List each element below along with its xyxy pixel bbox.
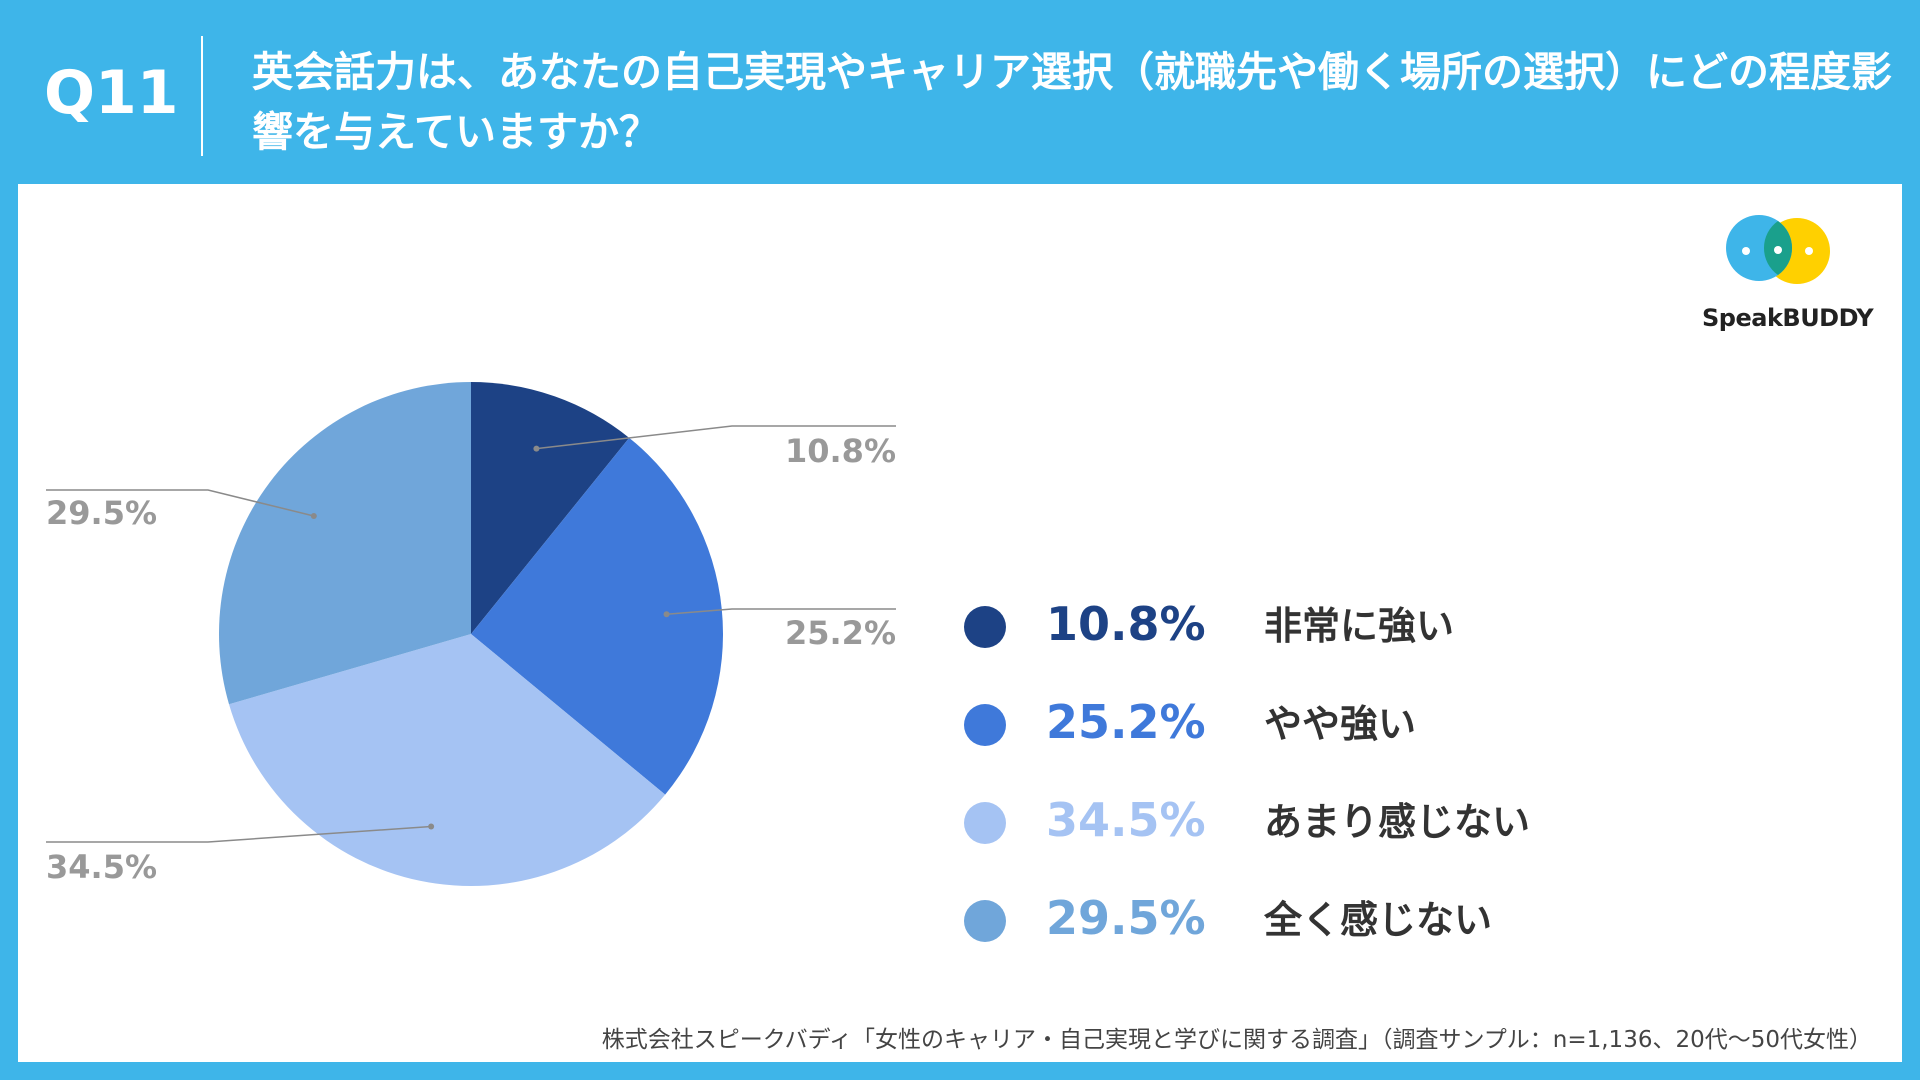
slice-data-label: 10.8% xyxy=(785,432,896,470)
legend-percent: 29.5% xyxy=(1046,891,1206,945)
header-divider xyxy=(201,36,203,156)
source-note: 株式会社スピークバディ「女性のキャリア・自己実現と学びに関する調査」（調査サンプ… xyxy=(601,1027,1872,1053)
pie-slice xyxy=(471,437,723,795)
slice-data-label: 34.5% xyxy=(46,848,157,886)
slice-data-label: 25.2% xyxy=(785,614,896,652)
logo-icon xyxy=(1726,215,1830,284)
legend-item: 34.5% あまり感じない xyxy=(964,778,1664,876)
legend-swatch xyxy=(964,900,1006,942)
leader-line xyxy=(666,608,896,616)
leader-dot xyxy=(533,445,540,452)
legend-percent: 25.2% xyxy=(1046,695,1206,749)
legend-item: 10.8% 非常に強い xyxy=(964,582,1664,680)
legend-label: 非常に強い xyxy=(1264,604,1455,648)
question-title: 英会話力は、あなたの自己実現やキャリア選択（就職先や働く場所の選択）にどの程度影… xyxy=(252,48,1892,156)
header-bar: Q11 英会話力は、あなたの自己実現やキャリア選択（就職先や働く場所の選択）にど… xyxy=(0,0,1920,178)
legend-label: 全く感じない xyxy=(1264,898,1493,942)
leader-dot xyxy=(663,611,670,618)
legend-percent: 10.8% xyxy=(1046,597,1206,651)
pie-chart: 10.8% 25.2% 34.5% 29.5% xyxy=(46,382,896,886)
leader-line xyxy=(46,489,314,517)
logo-wordmark: SpeakBUDDY xyxy=(1702,304,1874,332)
leader-dot xyxy=(428,823,435,830)
pie-slice xyxy=(229,634,666,886)
legend: 10.8% 非常に強い 25.2% やや強い 34.5% あまり感じない 29.… xyxy=(964,582,1664,974)
legend-percent: 34.5% xyxy=(1046,793,1206,847)
slice-data-label: 29.5% xyxy=(46,494,157,532)
leader-dot xyxy=(310,512,317,519)
legend-swatch xyxy=(964,802,1006,844)
legend-label: やや強い xyxy=(1264,702,1417,746)
question-number: Q11 xyxy=(44,58,179,128)
pie-slice xyxy=(218,382,471,705)
legend-label: あまり感じない xyxy=(1264,800,1531,844)
leader-line xyxy=(46,825,432,843)
leader-line xyxy=(536,425,896,450)
speakbuddy-logo: SpeakBUDDY xyxy=(1694,208,1894,338)
chart-panel: 10.8% 25.2% 34.5% 29.5% 10.8% 非常に強い 25.2% や… xyxy=(18,184,1902,1062)
legend-item: 29.5% 全く感じない xyxy=(964,876,1664,974)
legend-swatch xyxy=(964,606,1006,648)
legend-item: 25.2% やや強い xyxy=(964,680,1664,778)
pie-slice xyxy=(471,382,630,634)
legend-swatch xyxy=(964,704,1006,746)
